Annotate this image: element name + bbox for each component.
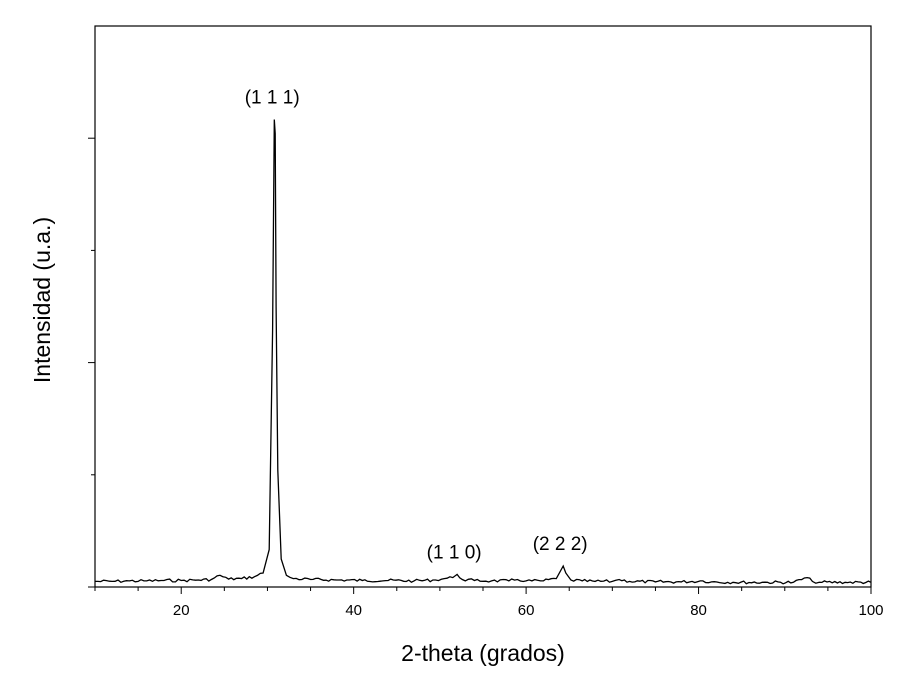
y-axis-ticks (88, 137, 95, 588)
x-tick-label: 60 (518, 602, 535, 619)
x-tick-label: 20 (173, 602, 190, 619)
x-tick-label: 40 (345, 602, 362, 619)
plot-frame (94, 25, 872, 588)
x-tick-label: 100 (858, 602, 883, 619)
peak-annotations: (1 1 1) (1 1 0) (2 2 2) (245, 88, 588, 564)
x-axis-label: 2-theta (grados) (401, 640, 565, 666)
peak-label: (2 2 2) (533, 534, 588, 555)
diffraction-series-line (95, 119, 872, 585)
x-tick-label: 80 (690, 602, 707, 619)
peak-label: (1 1 0) (427, 542, 482, 563)
x-axis-ticks: 20 40 60 80 100 (94, 587, 884, 619)
peak-label: (1 1 1) (245, 88, 300, 109)
y-axis-label: Intensidad (u.a.) (29, 217, 55, 383)
